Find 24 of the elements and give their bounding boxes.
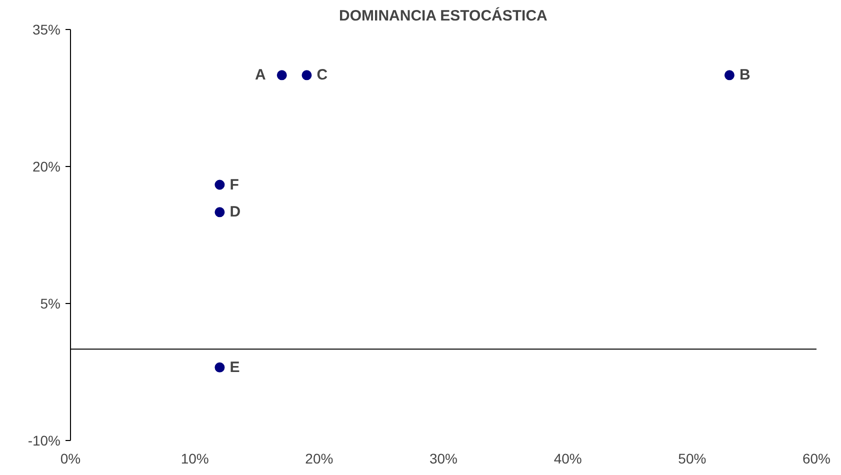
x-tick-label: 0% [60, 450, 81, 466]
x-tick-label: 40% [554, 450, 582, 466]
chart-title: DOMINANCIA ESTOCÁSTICA [339, 6, 548, 24]
annotation: D [230, 204, 241, 221]
y-tick-label: 35% [32, 22, 61, 38]
annotation: F [230, 176, 239, 194]
annotation: B [739, 66, 750, 84]
x-tick-label: 60% [802, 450, 831, 466]
annotation: A [255, 66, 266, 84]
point [214, 362, 225, 372]
x-tick-label: 50% [678, 450, 706, 466]
x-tick-label: 10% [180, 450, 209, 466]
x-tick-label: 20% [305, 450, 334, 466]
point [214, 180, 225, 190]
y-tick-label: -10% [28, 432, 61, 448]
point [302, 70, 312, 80]
annotation: C [316, 66, 328, 84]
y-tick-label: 20% [32, 158, 61, 174]
y-tick-label: 5% [40, 296, 60, 312]
point [276, 70, 287, 80]
annotation: E [230, 358, 240, 376]
x-tick-label: 30% [429, 450, 458, 466]
point [214, 207, 225, 218]
point [724, 70, 734, 80]
